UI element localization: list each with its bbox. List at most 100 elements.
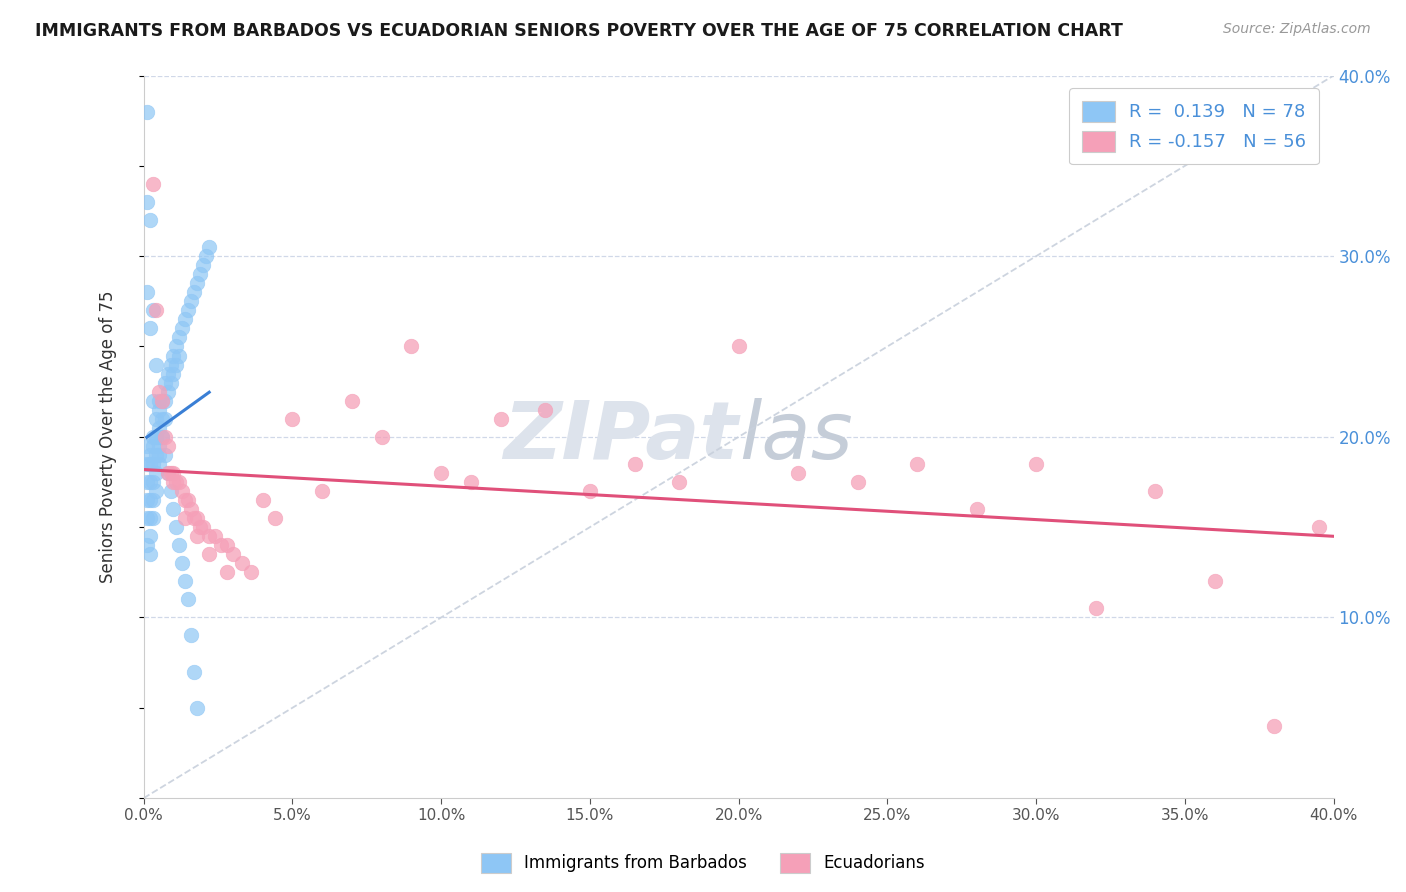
Point	[142, 303, 165, 318]
Point	[186, 511, 208, 525]
Point	[142, 493, 165, 508]
Point	[135, 538, 157, 552]
Point	[166, 475, 188, 489]
Point	[180, 294, 202, 309]
Legend: R =  0.139   N = 78, R = -0.157   N = 56: R = 0.139 N = 78, R = -0.157 N = 56	[1070, 88, 1319, 164]
Point	[209, 538, 232, 552]
Point	[623, 457, 645, 471]
Point	[1204, 574, 1226, 589]
Point	[148, 421, 170, 435]
Text: IMMIGRANTS FROM BARBADOS VS ECUADORIAN SENIORS POVERTY OVER THE AGE OF 75 CORREL: IMMIGRANTS FROM BARBADOS VS ECUADORIAN S…	[35, 22, 1123, 40]
Point	[252, 493, 274, 508]
Point	[174, 493, 197, 508]
Point	[135, 475, 157, 489]
Point	[142, 511, 165, 525]
Point	[1263, 719, 1285, 733]
Point	[1144, 483, 1167, 498]
Point	[145, 411, 167, 425]
Point	[198, 240, 221, 254]
Point	[215, 538, 238, 552]
Point	[138, 213, 160, 227]
Point	[138, 321, 160, 335]
Point	[142, 457, 165, 471]
Point	[150, 430, 173, 444]
Point	[193, 520, 215, 534]
Point	[148, 384, 170, 399]
Point	[138, 493, 160, 508]
Point	[186, 529, 208, 543]
Point	[150, 430, 173, 444]
Point	[159, 376, 181, 390]
Point	[180, 502, 202, 516]
Point	[263, 511, 285, 525]
Point	[162, 349, 184, 363]
Point	[198, 529, 221, 543]
Point	[162, 367, 184, 381]
Point	[186, 700, 208, 714]
Point	[145, 430, 167, 444]
Point	[135, 439, 157, 453]
Point	[135, 104, 157, 119]
Point	[174, 312, 197, 326]
Point	[156, 384, 179, 399]
Point	[150, 411, 173, 425]
Point	[177, 303, 200, 318]
Point	[153, 376, 176, 390]
Point	[172, 556, 194, 570]
Legend: Immigrants from Barbados, Ecuadorians: Immigrants from Barbados, Ecuadorians	[474, 847, 932, 880]
Point	[1025, 457, 1047, 471]
Y-axis label: Seniors Poverty Over the Age of 75: Seniors Poverty Over the Age of 75	[100, 291, 117, 583]
Point	[579, 483, 602, 498]
Point	[145, 448, 167, 462]
Point	[489, 411, 512, 425]
Point	[156, 439, 179, 453]
Point	[135, 194, 157, 209]
Point	[156, 466, 179, 480]
Point	[215, 566, 238, 580]
Point	[138, 448, 160, 462]
Point	[145, 483, 167, 498]
Point	[148, 393, 170, 408]
Point	[148, 448, 170, 462]
Point	[166, 520, 188, 534]
Point	[401, 339, 423, 353]
Point	[281, 411, 304, 425]
Point	[145, 303, 167, 318]
Point	[430, 466, 453, 480]
Point	[204, 529, 226, 543]
Point	[195, 249, 218, 263]
Point	[177, 493, 200, 508]
Point	[966, 502, 988, 516]
Point	[174, 574, 197, 589]
Point	[188, 267, 211, 281]
Point	[222, 547, 245, 561]
Point	[153, 430, 176, 444]
Point	[1308, 520, 1330, 534]
Point	[153, 411, 176, 425]
Point	[159, 483, 181, 498]
Point	[162, 502, 184, 516]
Point	[727, 339, 749, 353]
Point	[153, 448, 176, 462]
Point	[1084, 601, 1107, 615]
Point	[172, 321, 194, 335]
Point	[186, 277, 208, 291]
Point	[145, 358, 167, 372]
Point	[169, 330, 191, 344]
Point	[177, 592, 200, 607]
Point	[135, 457, 157, 471]
Point	[145, 466, 167, 480]
Point	[183, 511, 205, 525]
Point	[239, 566, 262, 580]
Point	[668, 475, 690, 489]
Point	[340, 393, 363, 408]
Point	[148, 439, 170, 453]
Point	[135, 493, 157, 508]
Point	[905, 457, 928, 471]
Point	[148, 457, 170, 471]
Point	[846, 475, 869, 489]
Point	[156, 466, 179, 480]
Point	[138, 475, 160, 489]
Point	[370, 430, 392, 444]
Point	[135, 285, 157, 300]
